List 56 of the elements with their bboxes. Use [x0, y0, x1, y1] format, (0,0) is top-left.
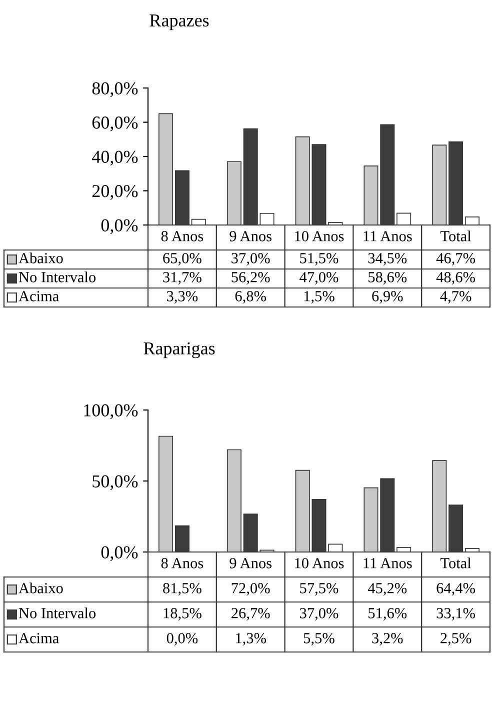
data-label: 51,6% — [368, 608, 407, 621]
data-label: 4,7% — [440, 291, 472, 304]
x-tick-label: 9 Anos — [230, 558, 272, 568]
data-label: 51,5% — [300, 253, 338, 266]
y-tick-label: 80,0% — [92, 82, 138, 98]
x-tick-label: 10 Anos — [295, 231, 344, 242]
data-label: 1,3% — [236, 633, 266, 646]
data-label: 1,5% — [304, 291, 334, 304]
chart-title: Raparigas — [144, 342, 215, 358]
data-label: 58,6% — [368, 272, 407, 285]
data-label: 45,2% — [368, 583, 407, 596]
y-tick-label: 0,0% — [101, 546, 138, 562]
y-tick-label: 100,0% — [84, 404, 138, 420]
data-label: 5,5% — [304, 633, 334, 646]
data-label: 6,8% — [235, 291, 266, 304]
legend-label: No Intervalo — [18, 272, 96, 282]
x-tick-label: Total — [440, 558, 472, 568]
data-label: 56,2% — [232, 272, 270, 285]
data-label: 81,5% — [163, 583, 202, 596]
data-label: 33,1% — [436, 608, 476, 621]
data-label: 57,5% — [300, 583, 338, 596]
x-tick-label: 8 Anos — [161, 558, 204, 568]
x-tick-label: 10 Anos — [295, 558, 344, 568]
data-label: 46,7% — [436, 253, 476, 266]
data-label: 18,5% — [164, 608, 202, 621]
y-tick-label: 40,0% — [92, 150, 138, 166]
x-tick-label: 11 Anos — [364, 231, 412, 242]
data-label: 37,0% — [300, 608, 338, 621]
data-label: 47,0% — [300, 272, 338, 285]
data-label: 6,9% — [372, 291, 403, 304]
y-tick-label: 50,0% — [92, 475, 138, 490]
data-label: 31,7% — [163, 272, 202, 285]
chart-title: Rapazes — [150, 14, 209, 30]
data-label: 26,7% — [232, 608, 270, 621]
data-label: 2,5% — [440, 633, 472, 646]
y-tick-label: 60,0% — [92, 116, 138, 132]
x-tick-label: 9 Anos — [230, 231, 272, 242]
legend-label: Acima — [18, 633, 59, 644]
x-tick-label: 11 Anos — [364, 558, 412, 568]
data-label: 64,4% — [436, 583, 476, 596]
legend-label: Abaixo — [18, 582, 63, 594]
legend-label: No Intervalo — [18, 608, 96, 618]
data-label: 34,5% — [368, 253, 407, 266]
data-label: 72,0% — [232, 583, 270, 596]
legend-label: Acima — [18, 291, 59, 302]
x-tick-label: Total — [440, 230, 472, 242]
y-tick-label: 20,0% — [92, 185, 138, 200]
legend-label: Abaixo — [18, 252, 63, 264]
data-label: 3,2% — [372, 633, 403, 646]
data-label: 37,0% — [232, 253, 270, 266]
data-label: 48,6% — [436, 272, 476, 285]
y-tick-label: 0,0% — [101, 219, 138, 234]
data-label: 3,3% — [167, 291, 198, 304]
data-label: 0,0% — [166, 633, 198, 646]
data-label: 65,0% — [163, 253, 202, 266]
x-tick-label: 8 Anos — [161, 231, 204, 242]
